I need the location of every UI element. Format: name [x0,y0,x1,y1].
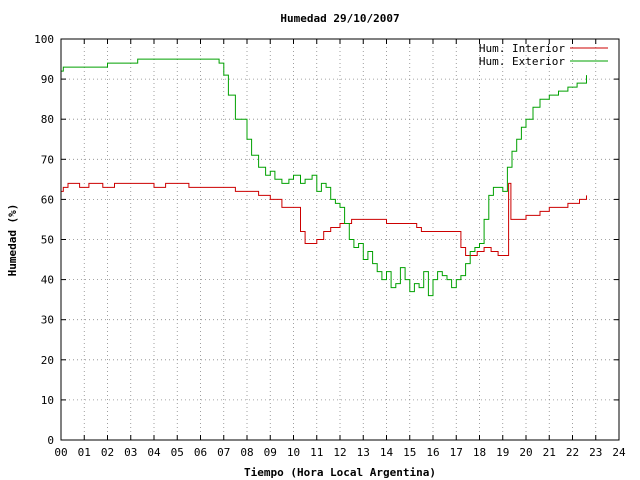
x-tick-label: 03 [124,446,137,459]
y-tick-label: 80 [41,113,54,126]
x-axis-label: Tiempo (Hora Local Argentina) [244,466,436,479]
legend: Hum. Interior Hum. Exterior [479,42,608,68]
y-tick-label: 70 [41,153,54,166]
x-tick-label: 02 [101,446,114,459]
x-tick-label: 04 [147,446,161,459]
x-tick-label: 05 [171,446,184,459]
x-tick-label: 11 [310,446,323,459]
series-layer [61,58,587,297]
x-tick-label: 22 [566,446,579,459]
x-tick-label: 13 [357,446,370,459]
x-tick-label: 06 [194,446,207,459]
x-tick-label: 23 [589,446,602,459]
legend-label-exterior: Hum. Exterior [479,55,565,68]
x-tick-labels: 00 01 02 03 04 05 06 07 08 09 10 11 12 13 14 15 16 17 18 19… [54,446,626,459]
x-tick-label: 07 [217,446,230,459]
x-tick-label: 12 [333,446,346,459]
series-line-interior [61,182,587,256]
series-line-exterior [61,58,587,297]
grid [61,39,619,440]
x-tick-label: 19 [496,446,509,459]
x-tick-label: 18 [473,446,486,459]
x-tick-label: 16 [426,446,439,459]
x-tick-label: 17 [450,446,463,459]
chart-title: Humedad 29/10/2007 [280,12,399,25]
x-tick-label: 08 [240,446,253,459]
y-tick-label: 60 [41,193,54,206]
y-tick-label: 0 [47,434,54,447]
x-tick-label: 15 [403,446,416,459]
x-tick-label: 20 [519,446,532,459]
x-tick-label: 09 [264,446,277,459]
y-tick-labels: 0 10 20 30 40 50 60 70 80 90 100 [34,33,54,447]
y-tick-label: 30 [41,314,54,327]
y-tick-label: 50 [41,234,54,247]
x-tick-label: 24 [612,446,626,459]
y-axis-label: Humedad (%) [6,204,19,277]
x-tick-label: 21 [543,446,556,459]
y-tick-label: 90 [41,73,54,86]
x-tick-label: 14 [380,446,394,459]
y-tick-label: 10 [41,394,54,407]
x-tick-label: 01 [78,446,91,459]
y-tick-label: 40 [41,274,54,287]
legend-label-interior: Hum. Interior [479,42,565,55]
x-tick-label: 00 [54,446,67,459]
y-tick-label: 100 [34,33,54,46]
tick-marks [60,38,620,441]
x-tick-label: 10 [287,446,300,459]
y-tick-label: 20 [41,354,54,367]
